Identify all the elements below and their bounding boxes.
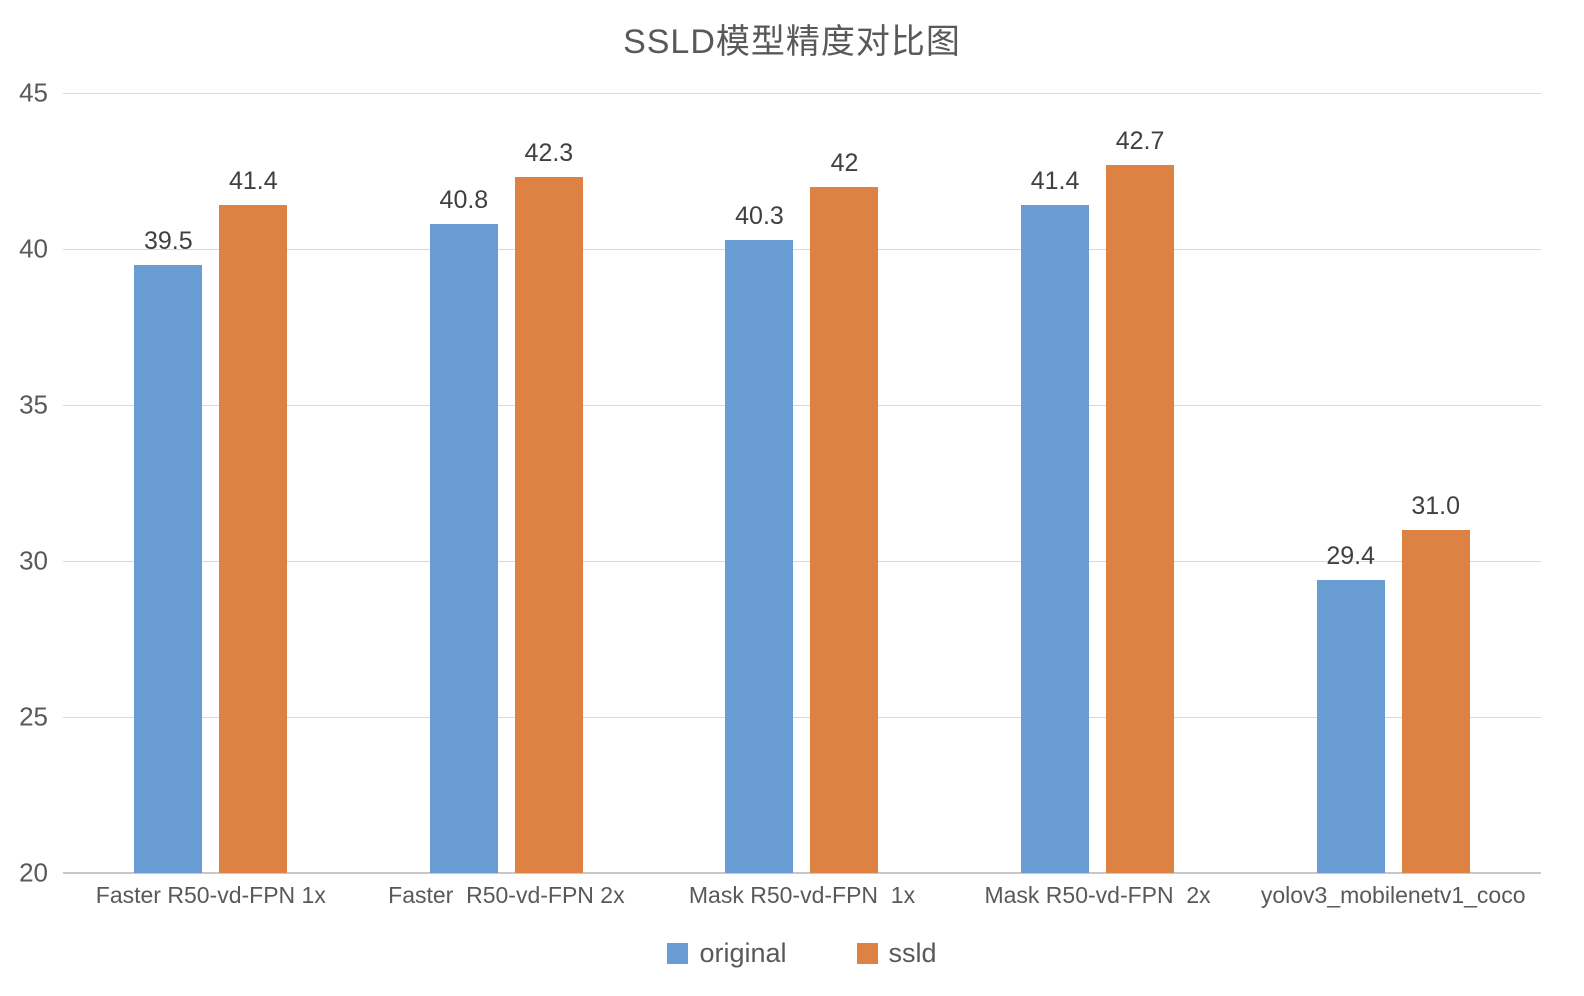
y-axis-tick-label: 20 [19, 857, 48, 888]
legend-item-ssld: ssld [856, 938, 937, 969]
y-axis-tick-label: 30 [19, 545, 48, 576]
gridline [63, 561, 1541, 562]
bar-slot-original: 39.5 [134, 93, 203, 873]
bar-original [1021, 205, 1090, 873]
x-axis-line [63, 872, 1541, 874]
bar-value-label: 41.4 [228, 167, 278, 196]
x-axis-category-label: yolov3_mobilenetv1_coco [1260, 882, 1526, 908]
x-axis: Faster R50-vd-FPN 1x Faster R50-vd-FPN 2x… [63, 882, 1541, 909]
legend-label-ssld: ssld [888, 938, 937, 968]
bar-original [725, 239, 794, 873]
x-axis-category-label: Faster R50-vd-FPN 2x [388, 882, 625, 908]
bar-value-label: 39.5 [143, 226, 193, 255]
gridline [63, 405, 1541, 406]
bar-value-label: 31.0 [1411, 491, 1461, 520]
bar-group: 29.4 31.0 [1245, 93, 1541, 873]
bar-slot-ssld: 42.3 [514, 93, 583, 873]
bar-slot-ssld: 31.0 [1401, 93, 1470, 873]
y-axis-tick-label: 35 [19, 389, 48, 420]
bar-original [134, 264, 203, 873]
y-axis: 45 40 35 30 25 20 [0, 78, 48, 888]
bar-slot-ssld: 42 [810, 93, 879, 873]
bar-group: 40.8 42.3 [359, 93, 655, 873]
bar-slot-original: 29.4 [1316, 93, 1385, 873]
gridline [63, 249, 1541, 250]
bar-ssld [1401, 529, 1470, 873]
bar-value-label: 40.8 [439, 186, 489, 215]
bar-original [1316, 579, 1385, 873]
y-axis-tick-label: 45 [19, 77, 48, 108]
bar-ssld [514, 177, 583, 873]
gridline [63, 93, 1541, 94]
bar-value-label: 42.3 [524, 139, 574, 168]
legend-label-original: original [699, 938, 787, 968]
x-axis-category-label: Faster R50-vd-FPN 1x [95, 882, 326, 908]
bar-group: 40.3 42 [654, 93, 950, 873]
legend-swatch-original [667, 943, 689, 964]
bar-slot-original: 41.4 [1021, 93, 1090, 873]
bar-ssld [1106, 164, 1175, 873]
bar-value-label: 42.7 [1115, 126, 1165, 155]
bar-slot-ssld: 41.4 [219, 93, 288, 873]
bar-group: 39.5 41.4 [63, 93, 359, 873]
legend: original ssld [63, 938, 1541, 969]
x-axis-category-label: Mask R50-vd-FPN 2x [984, 882, 1211, 908]
legend-item-original: original [667, 938, 787, 969]
y-axis-tick-label: 25 [19, 701, 48, 732]
bar-value-label: 42 [830, 148, 859, 177]
legend-swatch-ssld [856, 943, 878, 964]
y-axis-tick-label: 40 [19, 233, 48, 264]
bar-original [429, 224, 498, 873]
bar-ssld [219, 205, 288, 873]
bar-slot-original: 40.3 [725, 93, 794, 873]
bar-value-label: 40.3 [735, 201, 784, 230]
bar-value-label: 29.4 [1326, 541, 1376, 570]
bars-layer: 39.5 41.4 40.8 42.3 40.3 42 41.4 42.7 29.4 31.0 [63, 93, 1541, 873]
x-axis-category-label: Mask R50-vd-FPN 1x [688, 882, 916, 908]
bar-slot-original: 40.8 [429, 93, 498, 873]
bar-ssld [810, 186, 879, 873]
gridline [63, 717, 1541, 718]
bar-group: 41.4 42.7 [950, 93, 1246, 873]
bar-slot-ssld: 42.7 [1106, 93, 1175, 873]
bar-value-label: 41.4 [1030, 167, 1080, 196]
plot-area: 39.5 41.4 40.8 42.3 40.3 42 41.4 42.7 29.4 31.0 [63, 93, 1541, 874]
chart-title: SSLD模型精度对比图 [623, 23, 961, 61]
